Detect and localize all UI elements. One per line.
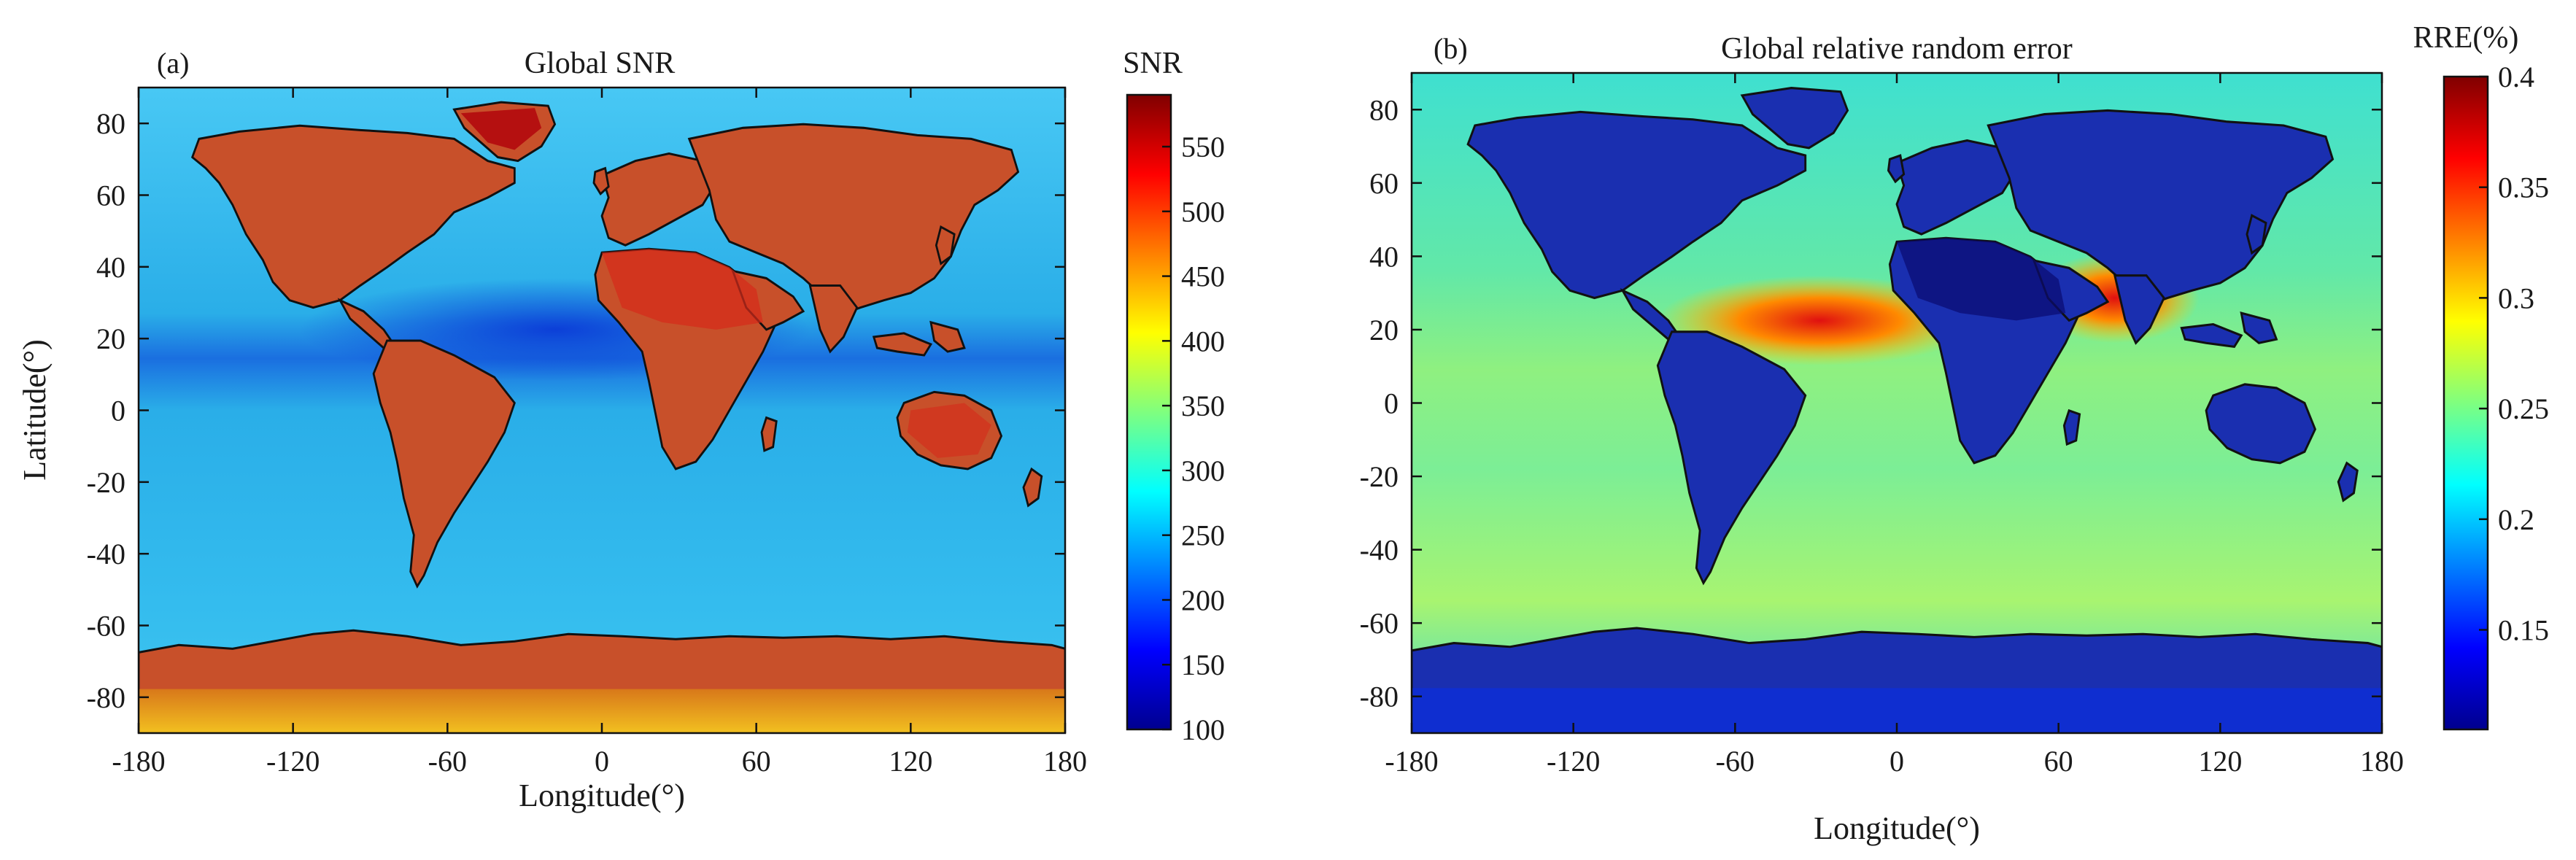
xticks-a: -180 -120 -60 0 60 120 180: [112, 88, 1087, 778]
panel-letter-a: (a): [157, 47, 189, 80]
ytick-label-b: -60: [1360, 607, 1399, 640]
ytick-label-a: -40: [87, 538, 125, 570]
colorbar-tick-label-b: 0.4: [2498, 61, 2534, 93]
colorbar-tick-label-a: 200: [1181, 584, 1225, 616]
panel-letter-b: (b): [1434, 32, 1468, 65]
xtick-label-b: -180: [1385, 745, 1438, 778]
colorbar-tick-label-b: 0.35: [2498, 171, 2549, 204]
ytick-label-b: 0: [1384, 387, 1399, 420]
ytick-label-a: 0: [111, 395, 125, 427]
colorbar-b-ticks: 0.4 0.35 0.3 0.25 0.2 0.15: [2479, 61, 2549, 646]
ytick-label-a: 60: [96, 179, 125, 212]
colorbar-a: [1126, 93, 1172, 731]
xtick-label-a: 120: [889, 745, 932, 778]
xtick-label-a: -120: [266, 745, 320, 778]
ytick-label-a: 40: [96, 251, 125, 284]
ytick-label-a: 20: [96, 322, 125, 355]
ytick-label-a: -80: [87, 681, 125, 714]
colorbar-a-ticks: 550 500 450 400 350 300 250 200 150 100: [1162, 131, 1225, 746]
colorbar-tick-label-a: 500: [1181, 195, 1225, 228]
colorbar-tick-label-a: 250: [1181, 519, 1225, 552]
colorbar-tick-label-a: 400: [1181, 325, 1225, 357]
colorbar-b: [2442, 75, 2489, 731]
colorbar-tick-label-a: 550: [1181, 131, 1225, 163]
ytick-label-b: 60: [1369, 167, 1399, 200]
colorbar-tick-label-a: 350: [1181, 390, 1225, 422]
xtick-label-a: 0: [595, 745, 609, 778]
colorbar-tick-label-b: 0.2: [2498, 503, 2534, 536]
ytick-label-a: 80: [96, 107, 125, 140]
colorbar-tick-label-a: 300: [1181, 454, 1225, 487]
panel-b-title: Global relative random error: [1721, 32, 2073, 66]
colorbar-tick-label-a: 450: [1181, 260, 1225, 293]
panel-b: (b) Global relative random error -180 -12…: [1360, 21, 2549, 846]
yticks-b: 80 60 40 20 0 -20 -40 -60 -80: [1360, 93, 2382, 713]
xticks-b: -180 -120 -60 0 60 120 180: [1385, 73, 2404, 778]
colorbar-tick-label-b: 0.15: [2498, 613, 2549, 646]
ytick-label-b: -40: [1360, 534, 1399, 567]
ytick-label-a: -60: [87, 610, 125, 643]
xtick-label-b: 60: [2044, 745, 2073, 778]
panel-a-title: Global SNR: [525, 47, 676, 80]
australia-high-a: [907, 403, 991, 458]
ytick-label-b: 80: [1369, 93, 1399, 126]
colorbar-tick-label-b: 0.3: [2498, 282, 2534, 314]
ytick-label-b: -20: [1360, 460, 1399, 493]
greenland-high-a: [460, 108, 542, 150]
ytick-label-b: -80: [1360, 681, 1399, 713]
ytick-label-a: -20: [87, 466, 125, 499]
colorbar-tick-label-b: 0.25: [2498, 392, 2549, 425]
panel-a: (a) Global SNR -180 -120 -60 0 60 120 180 80 60…: [17, 47, 1225, 813]
xtick-label-a: 60: [742, 745, 771, 778]
sahara-low-b: [1897, 238, 2066, 321]
xtick-label-b: 120: [2198, 745, 2242, 778]
xtick-label-b: -60: [1716, 745, 1755, 778]
xtick-label-a: -180: [112, 745, 165, 778]
ytick-label-b: 20: [1369, 314, 1399, 346]
xtick-label-b: 0: [1890, 745, 1904, 778]
xtick-label-a: 180: [1043, 745, 1087, 778]
xlabel-a: Longitude(°): [519, 778, 685, 813]
xtick-label-b: 180: [2360, 745, 2404, 778]
yticks-a: 80 60 40 20 0 -20 -40 -60 -80: [87, 107, 1065, 714]
colorbar-tick-label-a: 150: [1181, 648, 1225, 681]
xtick-label-a: -60: [428, 745, 467, 778]
colorbar-a-title: SNR: [1123, 47, 1183, 80]
ytick-label-b: 40: [1369, 240, 1399, 273]
map-a: [139, 88, 1065, 733]
ylabel-a: Latitude(°): [17, 339, 53, 481]
colorbar-b-title: RRE(%): [2413, 21, 2519, 55]
xtick-label-b: -120: [1547, 745, 1600, 778]
sahara-high-a: [602, 249, 763, 330]
xlabel-b: Longitude(°): [1814, 810, 1980, 846]
map-b: [1412, 73, 2382, 733]
colorbar-tick-label-a: 100: [1181, 713, 1225, 746]
